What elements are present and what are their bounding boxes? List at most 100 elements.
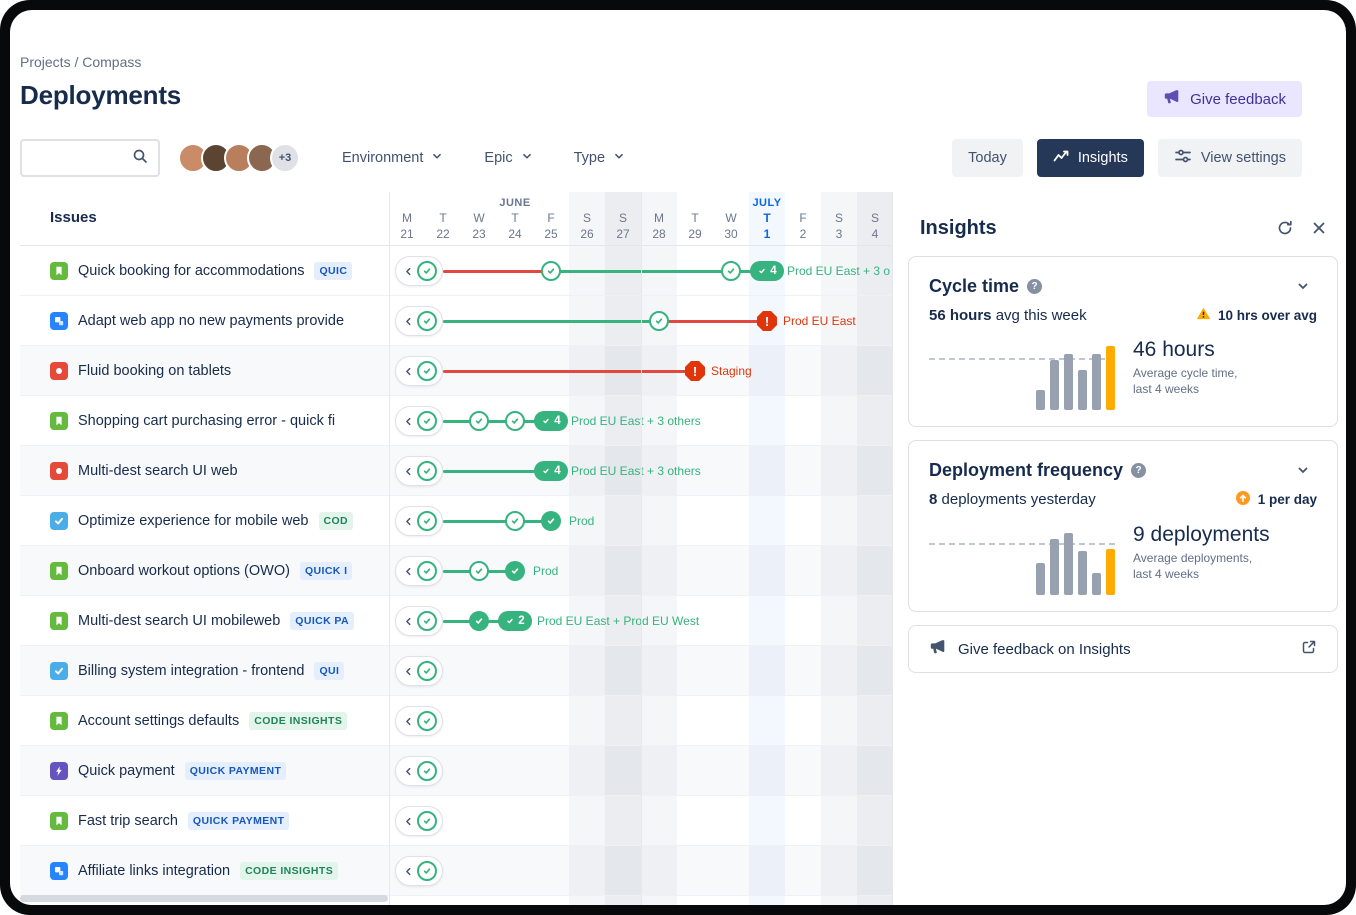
toolbar-right: Today Insights View settings (952, 139, 1302, 177)
deployment-count-pill[interactable]: 4 (750, 261, 784, 281)
timeline-start-pill[interactable] (395, 406, 443, 436)
issue-row[interactable]: Adapt web app no new payments provide! Pr… (20, 296, 893, 346)
deployment-count-pill[interactable]: 2 (498, 611, 532, 631)
deployment-success-icon[interactable] (469, 411, 489, 431)
deployment-success-icon (416, 861, 437, 881)
chart-line-icon (1053, 148, 1069, 168)
issue-cell: Quick booking for accommodations QUIC (20, 246, 389, 295)
chevron-down-icon[interactable] (1289, 272, 1317, 300)
column-divider (641, 192, 642, 905)
deployment-success-icon (416, 711, 437, 731)
search-icon (132, 148, 148, 169)
help-icon[interactable]: ? (1131, 462, 1147, 478)
issue-row[interactable]: Onboard workout options (OWO) QUICK I Prod (20, 546, 893, 596)
insights-feedback-button[interactable]: Give feedback on Insights (908, 625, 1338, 673)
search-box[interactable] (20, 139, 160, 177)
deployment-success-icon[interactable] (541, 511, 561, 531)
deployment-frequency-average-value: 9 deployments (1133, 523, 1270, 546)
timeline-start-pill[interactable] (395, 606, 443, 636)
give-feedback-button[interactable]: Give feedback (1147, 81, 1302, 117)
timeline-start-pill[interactable] (395, 256, 443, 286)
environment-label: Prod EU East + 3 others (571, 414, 701, 428)
deployment-success-icon[interactable] (505, 411, 525, 431)
issue-row[interactable]: Fluid booking on tablets! Staging (20, 346, 893, 396)
megaphone-icon (1163, 88, 1181, 110)
deployment-timeline: Quick booking for accommodations QUIC 4 Pro… (20, 192, 893, 905)
insights-button[interactable]: Insights (1036, 139, 1144, 177)
view-settings-button[interactable]: View settings (1157, 139, 1302, 177)
chevron-down-icon (430, 149, 444, 167)
issue-title: Fast trip search (78, 812, 178, 829)
deployment-success-icon[interactable] (469, 561, 489, 581)
issue-cell: Shopping cart purchasing error - quick f… (20, 396, 389, 445)
deployment-success-icon (416, 411, 437, 431)
deployment-failed-icon[interactable]: ! (757, 311, 777, 331)
timeline-start-pill[interactable] (395, 706, 443, 736)
chevron-left-icon (405, 467, 410, 475)
avatar-overflow-count[interactable]: +3 (270, 143, 300, 173)
issue-row[interactable]: Billing system integration - frontend QUI (20, 646, 893, 696)
chart-bar (1078, 370, 1087, 410)
timeline-start-pill[interactable] (395, 306, 443, 336)
cycle-time-value: 56 hours (929, 306, 992, 324)
filter-environment[interactable]: Environment (342, 149, 444, 167)
issue-row[interactable]: Optimize experience for mobile web COD Pro… (20, 496, 893, 546)
timeline-start-pill[interactable] (395, 356, 443, 386)
insights-feedback-label: Give feedback on Insights (958, 640, 1131, 658)
deployment-success-icon[interactable] (505, 561, 525, 581)
deployment-success-icon[interactable] (541, 261, 561, 281)
timeline-start-pill[interactable] (395, 506, 443, 536)
insights-panel: Insights Cycle time ? 56 hours avg this … (908, 192, 1338, 673)
deployment-success-icon[interactable] (505, 511, 525, 531)
timeline-header: Issues JUNE JULY M 21 T 22 W 23 T 24 F 25 S 26 S 27 M 28 T 2… (20, 192, 893, 246)
issue-row[interactable]: Quick booking for accommodations QUIC 4 Pro… (20, 246, 893, 296)
issue-row[interactable]: Multi-dest search UI mobileweb QUICK PA 2 P… (20, 596, 893, 646)
breadcrumb[interactable]: Projects / Compass (20, 54, 142, 70)
issue-row[interactable]: Account settings defaults CODE INSIGHTS (20, 696, 893, 746)
filter-epic[interactable]: Epic (484, 149, 533, 167)
deployment-success-icon[interactable] (469, 611, 489, 631)
issue-row[interactable]: Fast trip search QUICK PAYMENT (20, 796, 893, 846)
deployment-success-icon (416, 361, 437, 381)
issue-type-subtask-icon (50, 861, 68, 880)
deployment-failed-icon[interactable]: ! (685, 361, 705, 381)
filter-type[interactable]: Type (574, 149, 626, 167)
insights-label: Insights (1077, 150, 1128, 166)
today-button[interactable]: Today (952, 139, 1023, 177)
deployment-count-pill[interactable]: 4 (534, 461, 568, 481)
deployments-app: Projects / Compass Deployments Give feed… (10, 10, 1346, 905)
timeline-start-pill[interactable] (395, 556, 443, 586)
chart-bar (1078, 551, 1087, 595)
today-column-highlight (749, 192, 785, 905)
issues-column-header: Issues (50, 209, 97, 226)
issue-title: Fluid booking on tablets (78, 362, 232, 379)
timeline-start-pill[interactable] (395, 756, 443, 786)
issue-row[interactable]: Quick payment QUICK PAYMENT (20, 746, 893, 796)
issue-row[interactable]: Affiliate links integration CODE INSIGHTS (20, 846, 893, 896)
help-icon[interactable]: ? (1027, 278, 1043, 294)
horizontal-scrollbar[interactable] (20, 895, 388, 902)
timeline-start-pill[interactable] (395, 656, 443, 686)
refresh-icon[interactable] (1268, 212, 1302, 244)
issue-row[interactable]: Shopping cart purchasing error - quick f… (20, 396, 893, 446)
day-column-header: T 24 (508, 211, 522, 241)
deployment-frequency-card: Deployment frequency ? 8 deployments yes… (908, 440, 1338, 612)
timeline-start-pill[interactable] (395, 806, 443, 836)
deployment-frequency-chart-area: 9 deployments Average deployments, last … (929, 517, 1317, 595)
deployment-success-icon[interactable] (721, 261, 741, 281)
timeline-start-pill[interactable] (395, 856, 443, 886)
chevron-down-icon[interactable] (1289, 456, 1317, 484)
close-icon[interactable] (1302, 212, 1336, 244)
deployment-line-green (443, 519, 551, 523)
issue-title: Billing system integration - frontend (78, 662, 305, 679)
environment-label: Prod EU East + Prod EU West (537, 614, 700, 628)
deployment-success-icon[interactable] (649, 311, 669, 331)
deployment-count-pill[interactable]: 4 (534, 411, 568, 431)
day-column-header: T 29 (688, 211, 702, 241)
timeline-start-pill[interactable] (395, 456, 443, 486)
day-column-header: S 27 (616, 211, 630, 241)
issue-row[interactable]: Multi-dest search UI web 4 Prod EU East + … (20, 446, 893, 496)
chart-bar (1064, 354, 1073, 410)
search-input[interactable] (32, 150, 132, 166)
